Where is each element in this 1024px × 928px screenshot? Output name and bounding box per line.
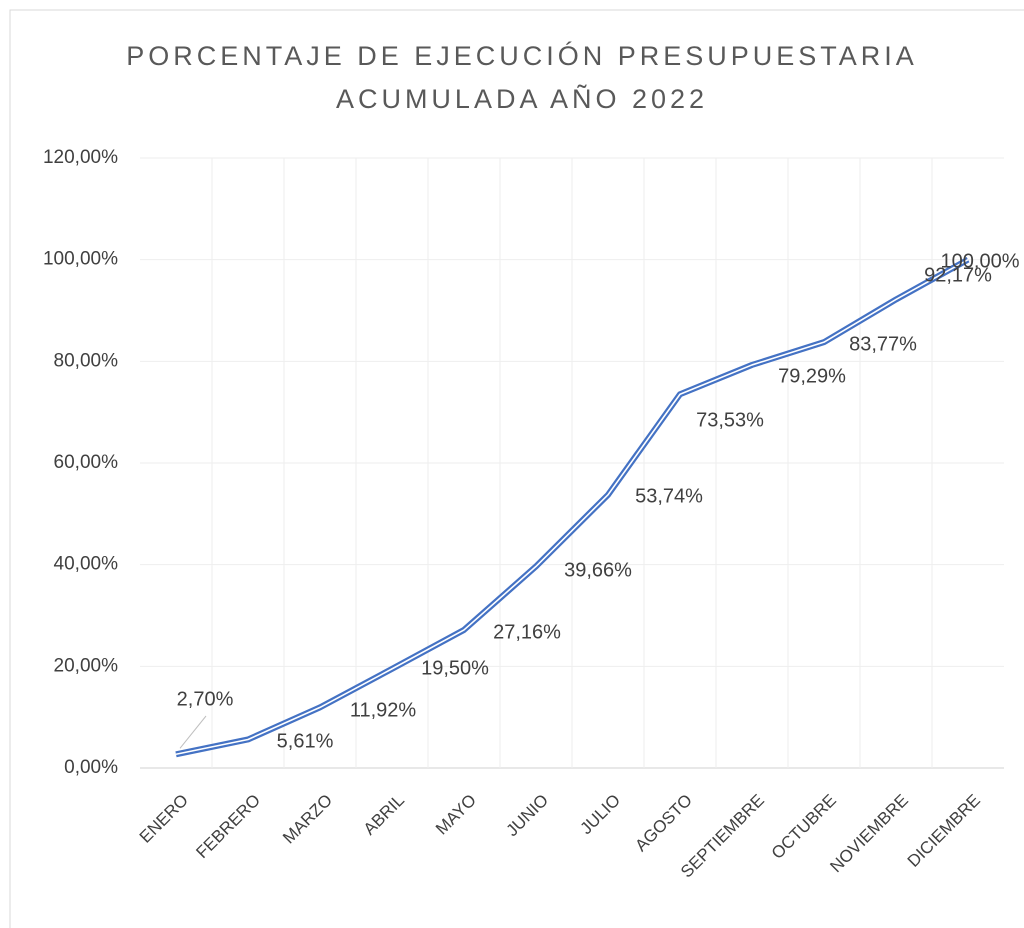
y-tick-label: 60,00%	[54, 452, 119, 473]
chart-title: ACUMULADA AÑO 2022	[336, 83, 708, 114]
data-label: 83,77%	[849, 333, 917, 355]
y-tick-label: 40,00%	[54, 554, 119, 575]
y-tick-label: 20,00%	[54, 655, 119, 676]
chart-title: PORCENTAJE DE EJECUCIÓN PRESUPUESTARIA	[126, 40, 918, 71]
data-label: 39,66%	[564, 559, 632, 581]
chart-frame	[9, 9, 1024, 928]
data-label: 73,53%	[696, 409, 764, 431]
y-tick-label: 80,00%	[54, 350, 119, 371]
data-label: 100,00%	[941, 250, 1020, 272]
y-tick-label: 100,00%	[43, 249, 118, 270]
data-label: 92,17%	[924, 264, 992, 286]
data-label: 11,92%	[350, 699, 417, 721]
data-label: 53,74%	[635, 485, 703, 507]
data-label: 2,70%	[177, 688, 234, 710]
series-line-inner	[175, 258, 969, 756]
data-label: 27,16%	[493, 621, 561, 643]
data-label: 79,29%	[778, 365, 846, 387]
data-label: 5,61%	[277, 730, 334, 752]
data-label: 19,50%	[421, 657, 489, 679]
y-tick-label: 0,00%	[64, 757, 118, 778]
leader-line	[179, 715, 207, 749]
y-tick-label: 120,00%	[43, 147, 118, 168]
